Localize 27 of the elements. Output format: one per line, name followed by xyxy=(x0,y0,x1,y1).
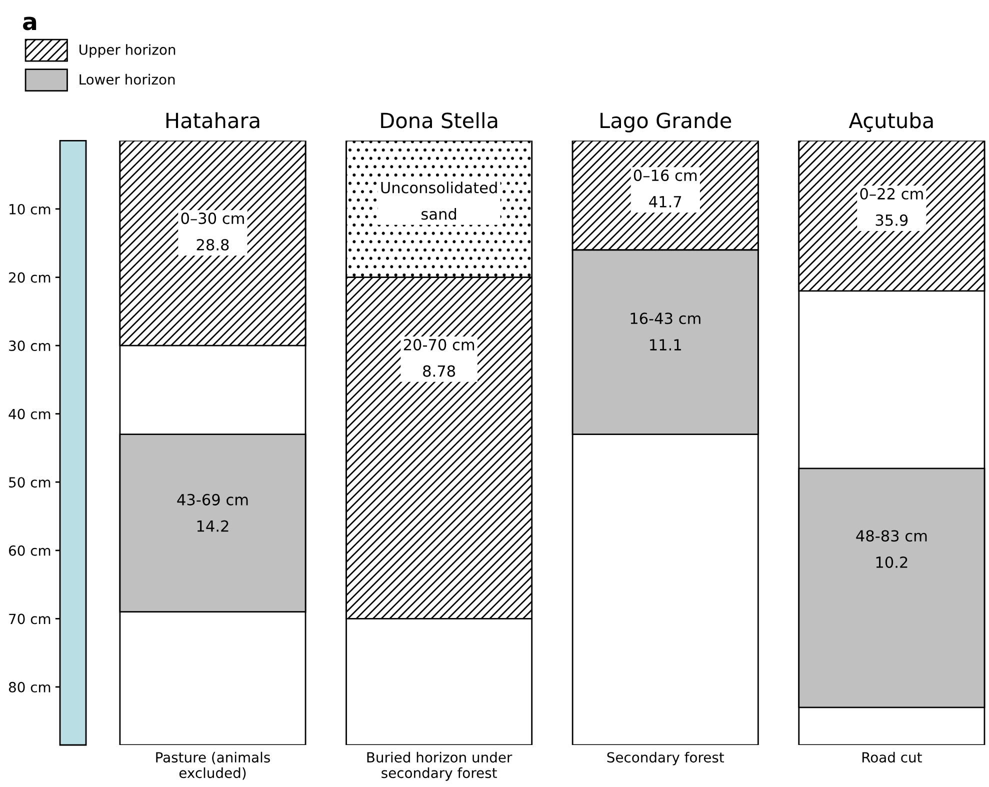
y-tick-label: 10 cm xyxy=(10,204,50,214)
legend-label: Lower horizon xyxy=(80,74,175,85)
annotation: Unconsolidated sand xyxy=(381,182,497,220)
y-tick-label: 80 cm xyxy=(8,682,50,692)
y-tick-label: 30 cm xyxy=(9,340,50,352)
y-tick-label: 50 cm xyxy=(9,477,50,488)
y-tick-label: 20 cm xyxy=(9,272,50,283)
annotation: 48-83 cm 10.2 xyxy=(856,530,927,568)
text: Secondary forest xyxy=(607,752,724,766)
text: Pasture (animals excluded) xyxy=(156,752,270,780)
text: Buried horizon under secondary forest xyxy=(367,752,512,781)
x-tick-label: Hatahara xyxy=(166,112,260,128)
annotation: 43-69 cm 14.2 xyxy=(177,494,248,532)
y-tick-label: 40 cm xyxy=(8,408,50,420)
annotation: 0–30 cm 28.8 xyxy=(181,212,244,251)
y-tick-label: 70 cm xyxy=(9,614,50,624)
x-tick-label: Açutuba xyxy=(848,112,933,132)
annotation: 20-70 cm 8.78 xyxy=(404,338,474,377)
annotation: 0–22 cm 35.9 xyxy=(860,188,923,226)
chart-title: a xyxy=(23,16,36,30)
annotation: 16-43 cm 11.1 xyxy=(630,312,700,350)
annotation: 0–16 cm 41.7 xyxy=(634,170,697,208)
text: Road cut xyxy=(862,752,922,763)
x-tick-label: Dona Stella xyxy=(381,112,498,128)
legend-label: Upper horizon xyxy=(80,44,176,58)
y-tick-label: 60 cm xyxy=(8,545,50,556)
x-tick-label: Lago Grande xyxy=(600,112,732,132)
